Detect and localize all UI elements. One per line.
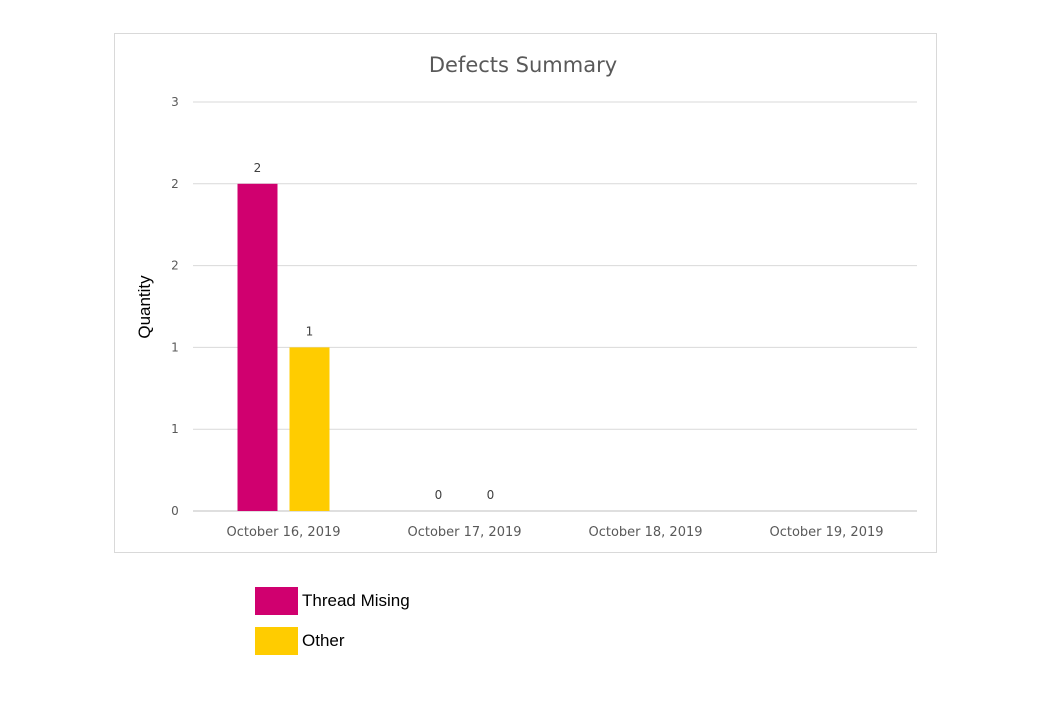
y-tick-label: 2 [171,177,179,191]
x-category-label: October 17, 2019 [407,525,521,540]
legend-swatch [255,587,298,615]
legend: Thread Mising Other [255,587,410,667]
legend-item: Other [255,627,410,655]
data-label: 0 [435,488,443,502]
x-category-label: October 18, 2019 [588,525,702,540]
y-tick-label: 1 [171,340,179,354]
x-axis-categories: October 16, 2019 October 17, 2019 October … [226,525,883,540]
y-axis-ticks: 0 1 1 2 2 3 [171,95,179,518]
x-category-label: October 16, 2019 [226,525,340,540]
data-labels: 2 1 0 0 [254,161,495,502]
legend-label: Thread Mising [302,591,410,610]
legend-label: Other [302,631,345,650]
y-tick-label: 2 [171,259,179,273]
y-tick-label: 1 [171,422,179,436]
data-label: 0 [487,488,495,502]
chart-title: Defects Summary [429,53,617,77]
data-label: 2 [254,161,262,175]
data-label: 1 [306,324,314,338]
legend-swatch [255,627,298,655]
legend-item: Thread Mising [255,587,410,615]
y-tick-label: 0 [171,504,179,518]
bar [289,347,330,511]
x-category-label: October 19, 2019 [769,525,883,540]
bar [237,183,278,512]
y-axis-title: Quantity [135,275,154,339]
y-tick-label: 3 [171,95,179,109]
bars [237,183,330,512]
